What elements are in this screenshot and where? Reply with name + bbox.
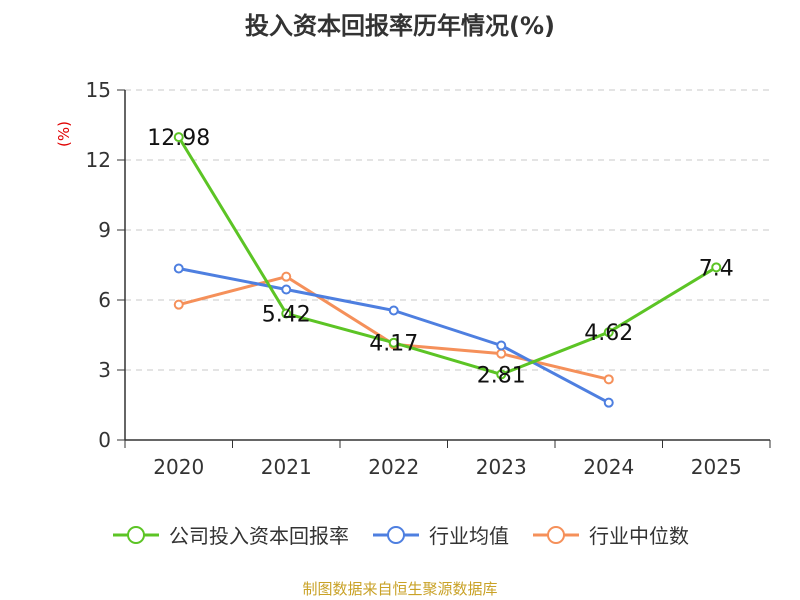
legend: 公司投入资本回报率 行业均值 行业中位数 bbox=[0, 520, 800, 549]
x-tick-label-2021: 2021 bbox=[261, 455, 312, 479]
series-1-point-2 bbox=[388, 305, 399, 316]
data-labels: 12.98 5.42 4.17 2.81 4.62 7.4 bbox=[147, 126, 733, 388]
legend-label-median: 行业中位数 bbox=[589, 524, 689, 548]
data-label-2025: 7.4 bbox=[699, 256, 734, 281]
y-tick-label-0: 0 bbox=[98, 428, 111, 452]
series-1-point-0 bbox=[173, 263, 184, 274]
series-lines bbox=[173, 132, 722, 408]
legend-line-mean-icon bbox=[373, 525, 419, 544]
y-tick-label-6: 6 bbox=[98, 288, 111, 312]
x-tick-label-2023: 2023 bbox=[476, 455, 527, 479]
x-tick-label-2022: 2022 bbox=[368, 455, 419, 479]
series-1-point-3 bbox=[496, 340, 507, 351]
y-tick-label-3: 3 bbox=[98, 358, 111, 382]
series-line-2 bbox=[178, 275, 610, 381]
series-0-point-1 bbox=[281, 308, 292, 319]
y-tick-label-12: 12 bbox=[86, 148, 111, 172]
legend-label-mean: 行业均值 bbox=[429, 524, 509, 548]
series-0-point-5 bbox=[711, 262, 722, 273]
data-label-2020: 12.98 bbox=[147, 126, 210, 151]
series-2-point-3 bbox=[496, 348, 507, 359]
series-1-point-4 bbox=[603, 397, 614, 408]
series-0-point-0 bbox=[173, 132, 184, 143]
legend-item-industry-mean[interactable]: 行业均值 bbox=[371, 520, 509, 549]
series-0-point-3 bbox=[496, 369, 507, 380]
legend-item-industry-median[interactable]: 行业中位数 bbox=[531, 520, 689, 549]
series-0-point-2 bbox=[388, 337, 399, 348]
series-1-point-1 bbox=[281, 284, 292, 295]
y-tick-label-15: 15 bbox=[86, 78, 111, 102]
series-2-point-4 bbox=[603, 374, 614, 385]
legend-item-company[interactable]: 公司投入资本回报率 bbox=[111, 520, 349, 549]
series-line-0 bbox=[177, 136, 718, 376]
y-tick-label-9: 9 bbox=[98, 218, 111, 242]
series-0-point-4 bbox=[603, 327, 614, 338]
series-2-point-1 bbox=[281, 271, 292, 282]
data-label-2024: 4.62 bbox=[584, 321, 633, 346]
chart-title: 投入资本回报率历年情况(%) bbox=[245, 12, 555, 40]
legend-line-company-icon bbox=[113, 525, 159, 544]
legend-label-company: 公司投入资本回报率 bbox=[169, 524, 349, 548]
x-tick-label-2020: 2020 bbox=[153, 455, 204, 479]
axes: 0 3 6 9 12 15 2020 2021 2022 2023 2024 2025 bbox=[86, 78, 771, 479]
data-label-2023: 2.81 bbox=[477, 363, 526, 388]
x-tick-label-2024: 2024 bbox=[583, 455, 634, 479]
source-note: 制图数据来自恒生聚源数据库 bbox=[302, 580, 498, 598]
series-2-point-0 bbox=[173, 299, 184, 310]
grid-lines bbox=[125, 89, 770, 371]
data-label-2021: 5.42 bbox=[262, 303, 311, 328]
x-tick-label-2025: 2025 bbox=[691, 455, 742, 479]
legend-line-median-icon bbox=[533, 525, 579, 544]
data-label-2022: 4.17 bbox=[369, 332, 418, 357]
